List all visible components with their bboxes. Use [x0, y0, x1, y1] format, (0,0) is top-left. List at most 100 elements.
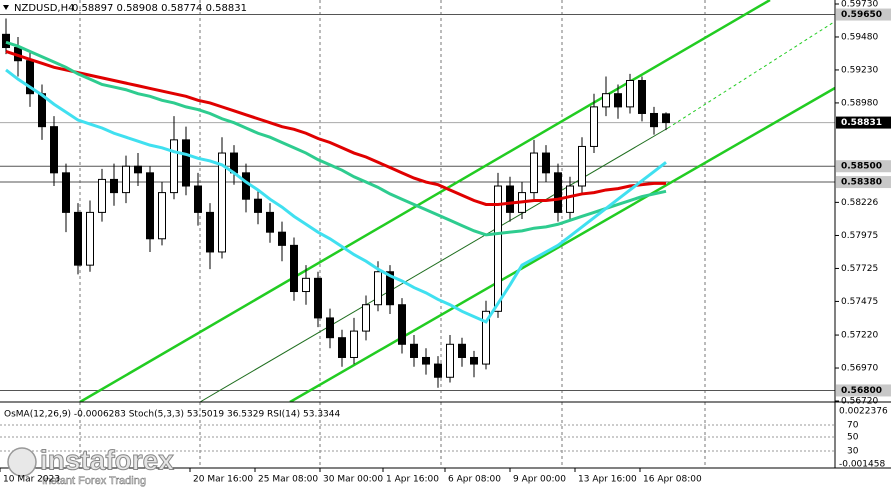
- candle-body: [542, 152, 550, 174]
- candle-body: [566, 185, 574, 213]
- candle-body: [410, 343, 418, 358]
- candle-body: [170, 139, 178, 194]
- y-tick-label: 0.57975: [841, 231, 878, 241]
- candle-body: [434, 363, 442, 378]
- level-label: 0.59650: [841, 10, 882, 20]
- osc-axis-label: 50: [847, 433, 859, 443]
- candle-body: [362, 304, 370, 332]
- candle-body: [590, 106, 598, 147]
- candle-body: [494, 185, 502, 312]
- candle-body: [182, 139, 190, 187]
- candle-body: [530, 152, 538, 194]
- candle-body: [470, 356, 478, 365]
- y-tick-label: 0.57475: [841, 297, 878, 307]
- candle-body: [266, 211, 274, 233]
- x-tick-label: 25 Mar 08:00: [258, 475, 318, 485]
- candle-body: [98, 178, 106, 213]
- candle-body: [638, 79, 646, 114]
- level-badge: [836, 116, 891, 129]
- y-tick-label: 0.57220: [841, 331, 878, 341]
- x-tick-label: 10 Mar 2023: [3, 475, 60, 485]
- candle-body: [386, 271, 394, 306]
- candle-body: [458, 343, 466, 358]
- x-tick-label: 9 Apr 00:00: [513, 475, 566, 485]
- level-label: 0.58831: [841, 118, 882, 128]
- level-badge: [836, 384, 891, 397]
- candle-body: [194, 185, 202, 213]
- candle-body: [662, 113, 670, 124]
- level-label: 0.56800: [841, 386, 882, 396]
- candle-body: [446, 343, 454, 378]
- candle-body: [326, 317, 334, 339]
- osc-levels: [0, 424, 835, 452]
- level-label: 0.58380: [841, 178, 882, 188]
- y-tick-label: 0.57725: [841, 264, 878, 274]
- candle-body: [614, 93, 622, 108]
- osc-axis-label: -0.001458: [839, 460, 885, 470]
- moving-average: [5, 40, 667, 237]
- x-tick-label: 30 Mar 00:00: [323, 475, 383, 485]
- candle-body: [650, 112, 658, 128]
- moving-average: [5, 68, 667, 324]
- candle-body: [302, 277, 310, 293]
- candle-body: [278, 231, 286, 246]
- x-tick-label: 1 Apr 16:00: [386, 475, 439, 485]
- osc-axis-label: 0.0022376: [839, 407, 888, 417]
- y-tick-label: 0.56970: [841, 364, 878, 374]
- level-badge: [836, 8, 891, 21]
- candle-body: [206, 211, 214, 253]
- moving-averages: [5, 40, 667, 324]
- candle-body: [122, 165, 130, 194]
- watermark-brand: instaforex: [40, 444, 174, 475]
- candle-body: [578, 145, 586, 187]
- candle-body: [506, 185, 514, 213]
- x-tick-label: 20 Mar 16:00: [193, 475, 253, 485]
- indicator-header: OsMA(12,26,9) -0.0006283 Stoch(5,3,3) 53…: [4, 410, 340, 420]
- y-tick-label: 0.59730: [841, 0, 878, 10]
- y-tick-label: 0.59230: [841, 65, 878, 75]
- y-tick-label: 0.58980: [841, 98, 878, 108]
- level-label: 0.58500: [841, 162, 882, 172]
- candle-body: [254, 198, 262, 213]
- candle-body: [86, 211, 94, 266]
- symbol: NZDUSD,H4: [14, 3, 74, 14]
- candle-body: [626, 79, 634, 108]
- y-tick-label: 0.59480: [841, 32, 878, 42]
- candle-body: [74, 211, 82, 266]
- x-tick-label: 13 Apr 16:00: [578, 475, 637, 485]
- candle-body: [146, 172, 154, 240]
- level-badge: [836, 176, 891, 189]
- y-tick-label: 0.56720: [841, 397, 878, 407]
- candles: [2, 18, 670, 388]
- candle-body: [422, 356, 430, 365]
- candle-body: [290, 244, 298, 293]
- candle-body: [218, 152, 226, 253]
- watermark-tagline: Instant Forex Trading: [42, 475, 146, 487]
- candle-body: [482, 310, 490, 365]
- osc-axis-label: 70: [847, 421, 859, 431]
- candle-body: [350, 330, 358, 358]
- candle-body: [374, 271, 382, 306]
- trend-channel: [79, 0, 835, 402]
- x-tick-label: 6 Apr 08:00: [448, 475, 501, 485]
- menu-arrow[interactable]: [3, 5, 9, 10]
- candle-body: [242, 172, 250, 200]
- x-tick-label: 16 Apr 08:00: [643, 475, 702, 485]
- moving-average: [5, 50, 666, 206]
- candle-body: [338, 337, 346, 358]
- osc-axis-label: 30: [847, 447, 859, 457]
- candle-body: [314, 277, 322, 319]
- watermark: instaforex Instant Forex Trading: [7, 444, 175, 487]
- candle-body: [50, 126, 58, 174]
- candle-body: [554, 172, 562, 213]
- candle-body: [62, 172, 70, 213]
- candle-body: [158, 192, 166, 240]
- y-tick-label: 0.58226: [841, 198, 878, 208]
- candle-body: [398, 304, 406, 345]
- candle-body: [602, 93, 610, 108]
- candle-body: [134, 165, 142, 174]
- candle-body: [2, 33, 10, 49]
